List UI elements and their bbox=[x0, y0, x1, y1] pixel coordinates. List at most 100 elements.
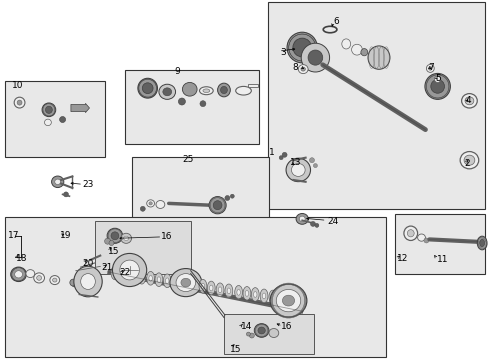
Text: 23: 23 bbox=[82, 180, 93, 189]
Circle shape bbox=[70, 279, 77, 286]
Ellipse shape bbox=[271, 294, 274, 300]
Ellipse shape bbox=[296, 213, 308, 224]
Ellipse shape bbox=[463, 155, 474, 165]
Ellipse shape bbox=[123, 236, 128, 240]
Circle shape bbox=[200, 101, 205, 107]
Ellipse shape bbox=[14, 97, 25, 108]
Text: 16: 16 bbox=[161, 233, 173, 241]
Ellipse shape bbox=[176, 274, 195, 292]
Text: 20: 20 bbox=[82, 259, 93, 268]
Bar bbox=[132, 157, 268, 230]
Ellipse shape bbox=[292, 38, 311, 57]
Text: 22: 22 bbox=[120, 268, 131, 277]
Ellipse shape bbox=[146, 200, 154, 207]
Ellipse shape bbox=[52, 176, 63, 188]
Ellipse shape bbox=[424, 73, 449, 99]
Ellipse shape bbox=[254, 324, 268, 337]
Ellipse shape bbox=[123, 271, 126, 277]
Ellipse shape bbox=[163, 88, 171, 96]
Ellipse shape bbox=[199, 87, 213, 95]
Ellipse shape bbox=[253, 292, 257, 297]
Text: 4: 4 bbox=[465, 95, 470, 104]
Bar bbox=[124, 70, 259, 144]
Text: 2: 2 bbox=[464, 159, 469, 168]
Text: 13: 13 bbox=[289, 158, 301, 167]
Ellipse shape bbox=[243, 287, 250, 300]
Ellipse shape bbox=[107, 228, 122, 243]
Text: 10: 10 bbox=[12, 81, 23, 90]
Ellipse shape bbox=[258, 327, 265, 334]
Ellipse shape bbox=[476, 236, 486, 250]
Ellipse shape bbox=[129, 269, 137, 283]
Ellipse shape bbox=[138, 78, 157, 98]
Ellipse shape bbox=[199, 279, 206, 293]
Text: 16: 16 bbox=[281, 323, 292, 331]
Ellipse shape bbox=[111, 232, 119, 240]
Circle shape bbox=[246, 332, 250, 336]
Circle shape bbox=[279, 156, 283, 160]
Ellipse shape bbox=[156, 201, 164, 208]
Circle shape bbox=[104, 238, 110, 244]
Ellipse shape bbox=[148, 202, 152, 205]
Ellipse shape bbox=[351, 44, 362, 55]
Circle shape bbox=[178, 98, 185, 105]
Ellipse shape bbox=[146, 271, 154, 285]
Ellipse shape bbox=[163, 274, 171, 288]
Text: 19: 19 bbox=[60, 231, 71, 240]
Bar bbox=[5, 217, 386, 357]
Text: 25: 25 bbox=[182, 154, 193, 163]
Ellipse shape bbox=[203, 89, 209, 93]
Text: 18: 18 bbox=[16, 254, 27, 263]
Ellipse shape bbox=[251, 288, 259, 301]
Ellipse shape bbox=[367, 46, 389, 69]
Circle shape bbox=[309, 158, 314, 163]
Ellipse shape bbox=[226, 288, 230, 294]
Text: 11: 11 bbox=[436, 255, 447, 264]
Ellipse shape bbox=[181, 278, 190, 287]
Circle shape bbox=[224, 195, 229, 201]
Text: 15: 15 bbox=[107, 247, 119, 256]
Bar bbox=[5, 81, 105, 157]
Ellipse shape bbox=[224, 284, 232, 298]
Ellipse shape bbox=[111, 266, 119, 280]
Ellipse shape bbox=[17, 100, 22, 105]
Ellipse shape bbox=[220, 86, 227, 94]
Ellipse shape bbox=[234, 285, 242, 299]
Bar bbox=[224, 314, 314, 354]
Ellipse shape bbox=[182, 82, 197, 96]
Circle shape bbox=[230, 194, 234, 198]
Ellipse shape bbox=[299, 216, 305, 221]
Ellipse shape bbox=[360, 49, 367, 56]
Ellipse shape bbox=[140, 274, 143, 280]
Ellipse shape bbox=[218, 287, 222, 293]
Ellipse shape bbox=[45, 106, 52, 113]
Circle shape bbox=[282, 152, 286, 157]
Ellipse shape bbox=[170, 269, 202, 297]
Bar bbox=[394, 214, 484, 274]
Ellipse shape bbox=[268, 290, 276, 304]
Ellipse shape bbox=[260, 289, 267, 303]
Text: 5: 5 bbox=[434, 74, 440, 83]
Ellipse shape bbox=[148, 275, 152, 281]
Text: 1: 1 bbox=[268, 148, 274, 157]
Ellipse shape bbox=[142, 83, 153, 94]
Circle shape bbox=[313, 163, 317, 168]
Ellipse shape bbox=[112, 253, 146, 287]
Ellipse shape bbox=[53, 278, 57, 282]
Text: 15: 15 bbox=[229, 345, 241, 354]
Text: 9: 9 bbox=[174, 68, 180, 77]
Ellipse shape bbox=[461, 94, 476, 108]
Ellipse shape bbox=[207, 281, 215, 295]
Ellipse shape bbox=[174, 279, 178, 284]
Ellipse shape bbox=[245, 291, 248, 296]
Ellipse shape bbox=[417, 234, 425, 241]
Ellipse shape bbox=[403, 226, 417, 240]
Circle shape bbox=[423, 238, 428, 243]
Ellipse shape bbox=[74, 266, 102, 297]
Ellipse shape bbox=[26, 270, 35, 278]
Ellipse shape bbox=[459, 152, 478, 169]
Circle shape bbox=[310, 221, 315, 226]
Circle shape bbox=[109, 240, 114, 246]
Ellipse shape bbox=[11, 267, 26, 282]
Ellipse shape bbox=[209, 285, 213, 291]
